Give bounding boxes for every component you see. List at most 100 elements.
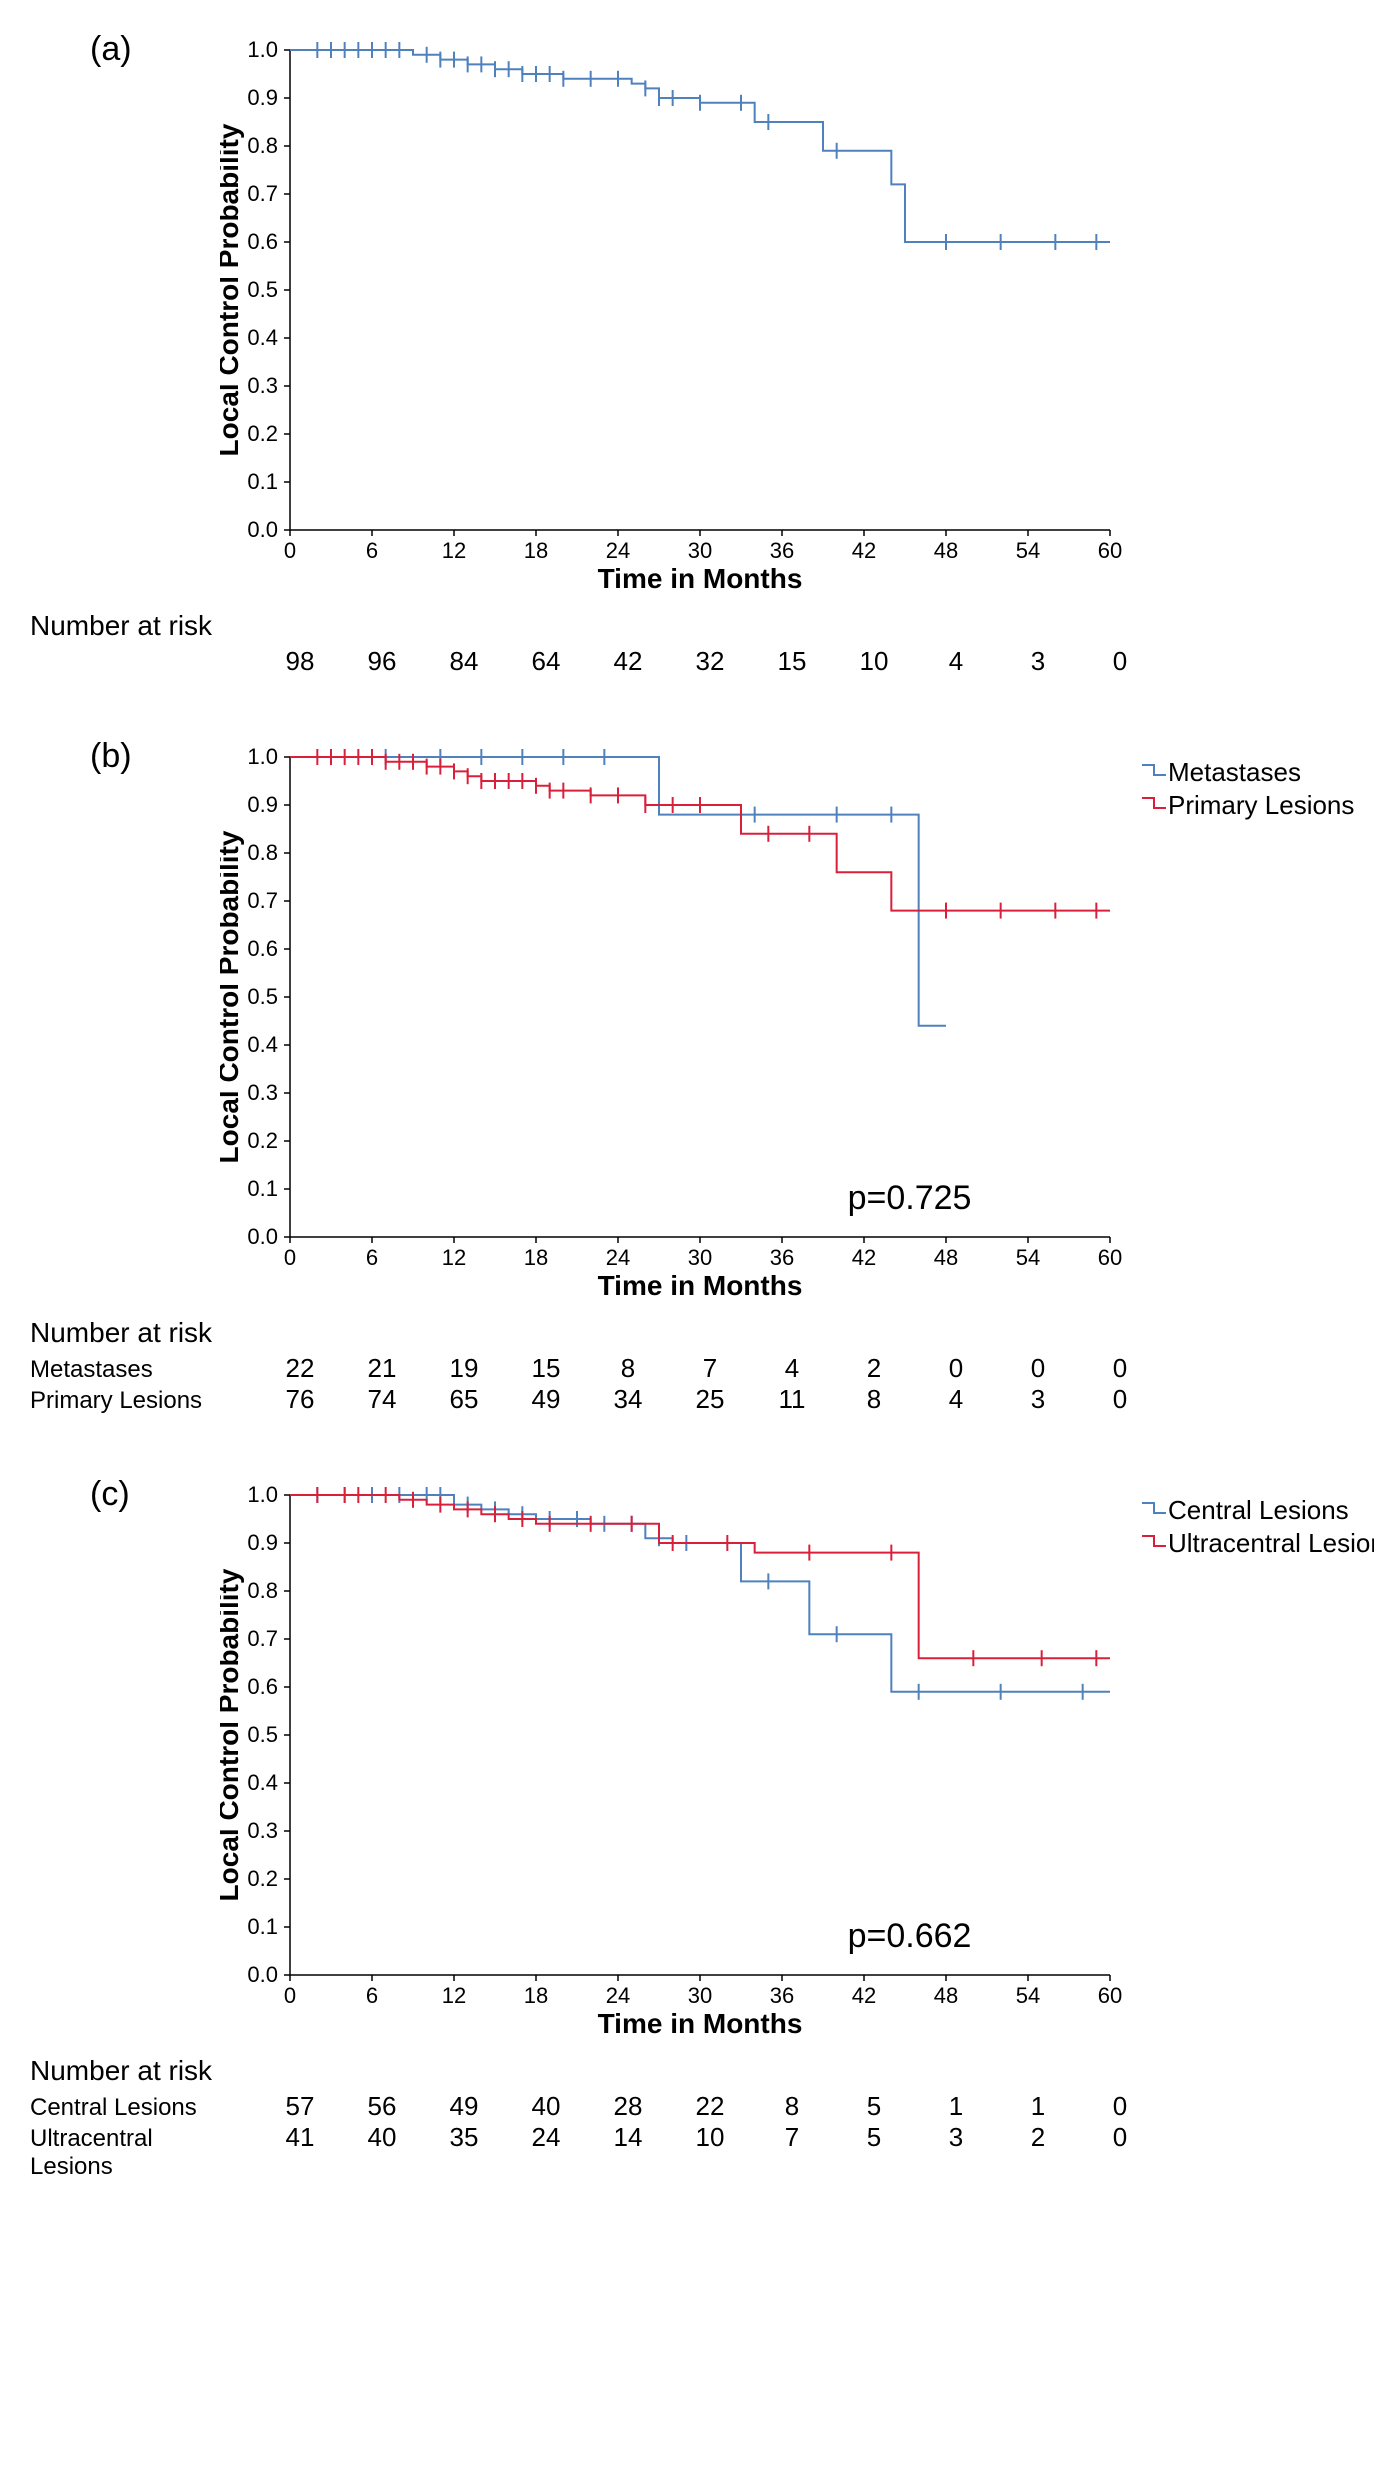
x-tick-label: 48 — [934, 1245, 958, 1270]
risk-cell: 15 — [505, 1353, 587, 1384]
plot-wrap: 0.00.10.20.30.40.50.60.70.80.91.00612182… — [220, 30, 1374, 600]
legend-label: Ultracentral Lesions — [1168, 1528, 1374, 1559]
legend-label: Primary Lesions — [1168, 790, 1354, 821]
risk-cell: 49 — [423, 2091, 505, 2122]
p-value: p=0.725 — [848, 1179, 972, 1218]
risk-table: Number at riskMetastases222119158742000P… — [20, 1317, 1374, 1415]
risk-cell: 15 — [751, 646, 833, 677]
legend-item: Ultracentral Lesions — [1140, 1528, 1374, 1559]
risk-cell: 0 — [1079, 1353, 1161, 1384]
y-tick-label: 0.0 — [247, 517, 278, 542]
risk-cell: 28 — [587, 2091, 669, 2122]
y-tick-label: 0.6 — [247, 229, 278, 254]
y-tick-label: 0.1 — [247, 469, 278, 494]
y-tick-label: 0.6 — [247, 1674, 278, 1699]
x-tick-label: 0 — [284, 1983, 296, 2008]
x-tick-label: 48 — [934, 1983, 958, 2008]
risk-table: Number at risk9896846442321510430 — [20, 610, 1374, 677]
risk-cell: 41 — [259, 2122, 341, 2153]
x-tick-label: 12 — [442, 1983, 466, 2008]
risk-title: Number at risk — [30, 1317, 1374, 1349]
risk-cell: 1 — [997, 2091, 1079, 2122]
x-tick-label: 0 — [284, 538, 296, 563]
y-tick-label: 0.0 — [247, 1962, 278, 1987]
y-tick-label: 0.3 — [247, 373, 278, 398]
x-tick-label: 60 — [1098, 1245, 1122, 1270]
x-axis-label: Time in Months — [598, 2008, 803, 2039]
panel-a: (a)0.00.10.20.30.40.50.60.70.80.91.00612… — [20, 30, 1374, 677]
risk-row-label: Central Lesions — [20, 2094, 230, 2122]
x-tick-label: 42 — [852, 1983, 876, 2008]
y-tick-label: 0.0 — [247, 1224, 278, 1249]
y-tick-label: 0.5 — [247, 984, 278, 1009]
risk-cell: 42 — [587, 646, 669, 677]
km-curve — [290, 1495, 1110, 1658]
km-plot: 0.00.10.20.30.40.50.60.70.80.91.00612182… — [220, 737, 1130, 1302]
risk-cell: 14 — [587, 2122, 669, 2153]
risk-cell: 11 — [751, 1384, 833, 1415]
x-tick-label: 6 — [366, 1983, 378, 2008]
risk-cell: 32 — [669, 646, 751, 677]
risk-cell: 25 — [669, 1384, 751, 1415]
x-tick-label: 6 — [366, 538, 378, 563]
x-tick-label: 18 — [524, 538, 548, 563]
x-tick-label: 42 — [852, 538, 876, 563]
y-tick-label: 0.2 — [247, 421, 278, 446]
plot-wrap: 0.00.10.20.30.40.50.60.70.80.91.00612182… — [220, 1475, 1374, 2045]
y-tick-label: 0.9 — [247, 1530, 278, 1555]
risk-cell: 1 — [915, 2091, 997, 2122]
risk-cell: 8 — [833, 1384, 915, 1415]
p-value: p=0.662 — [848, 1917, 972, 1956]
y-tick-label: 0.5 — [247, 1722, 278, 1747]
y-axis-label: Local Control Probability — [220, 830, 244, 1163]
risk-row-label: Metastases — [20, 1356, 230, 1384]
legend-swatch — [1140, 1495, 1168, 1526]
y-tick-label: 1.0 — [247, 37, 278, 62]
risk-cell: 0 — [1079, 646, 1161, 677]
risk-cell: 0 — [1079, 2122, 1161, 2153]
risk-cell: 7 — [669, 1353, 751, 1384]
risk-cell: 96 — [341, 646, 423, 677]
x-axis-label: Time in Months — [598, 1270, 803, 1301]
x-tick-label: 0 — [284, 1245, 296, 1270]
x-tick-label: 6 — [366, 1245, 378, 1270]
risk-cell: 5 — [833, 2091, 915, 2122]
risk-cell: 22 — [259, 1353, 341, 1384]
risk-cell: 49 — [505, 1384, 587, 1415]
x-tick-label: 24 — [606, 1983, 630, 2008]
x-tick-label: 36 — [770, 538, 794, 563]
panel-label: (a) — [90, 30, 132, 69]
y-tick-label: 0.4 — [247, 1770, 278, 1795]
y-tick-label: 0.2 — [247, 1128, 278, 1153]
km-curve — [290, 50, 1110, 242]
risk-cell: 7 — [751, 2122, 833, 2153]
panel-c: (c)0.00.10.20.30.40.50.60.70.80.91.00612… — [20, 1475, 1374, 2181]
y-tick-label: 0.8 — [247, 133, 278, 158]
risk-cell: 98 — [259, 646, 341, 677]
x-tick-label: 42 — [852, 1245, 876, 1270]
y-tick-label: 1.0 — [247, 1482, 278, 1507]
y-tick-label: 0.9 — [247, 792, 278, 817]
x-tick-label: 24 — [606, 538, 630, 563]
risk-cell: 4 — [751, 1353, 833, 1384]
risk-cell: 0 — [1079, 2091, 1161, 2122]
x-tick-label: 48 — [934, 538, 958, 563]
risk-row: 9896846442321510430 — [20, 646, 1374, 677]
km-curve — [290, 757, 1110, 911]
y-tick-label: 0.7 — [247, 181, 278, 206]
risk-cell: 35 — [423, 2122, 505, 2153]
risk-cell: 57 — [259, 2091, 341, 2122]
panel-b: (b)0.00.10.20.30.40.50.60.70.80.91.00612… — [20, 737, 1374, 1415]
plot-wrap: 0.00.10.20.30.40.50.60.70.80.91.00612182… — [220, 737, 1374, 1307]
risk-cell: 10 — [833, 646, 915, 677]
x-tick-label: 18 — [524, 1983, 548, 2008]
x-tick-label: 30 — [688, 1983, 712, 2008]
risk-cell: 3 — [997, 646, 1079, 677]
risk-row-label: Ultracentral Lesions — [20, 2125, 230, 2181]
legend-item: Metastases — [1140, 757, 1354, 788]
risk-row: Ultracentral Lesions41403524141075320 — [20, 2122, 1374, 2181]
x-tick-label: 60 — [1098, 1983, 1122, 2008]
legend-swatch — [1140, 1528, 1168, 1559]
x-tick-label: 36 — [770, 1983, 794, 2008]
risk-cell: 10 — [669, 2122, 751, 2153]
